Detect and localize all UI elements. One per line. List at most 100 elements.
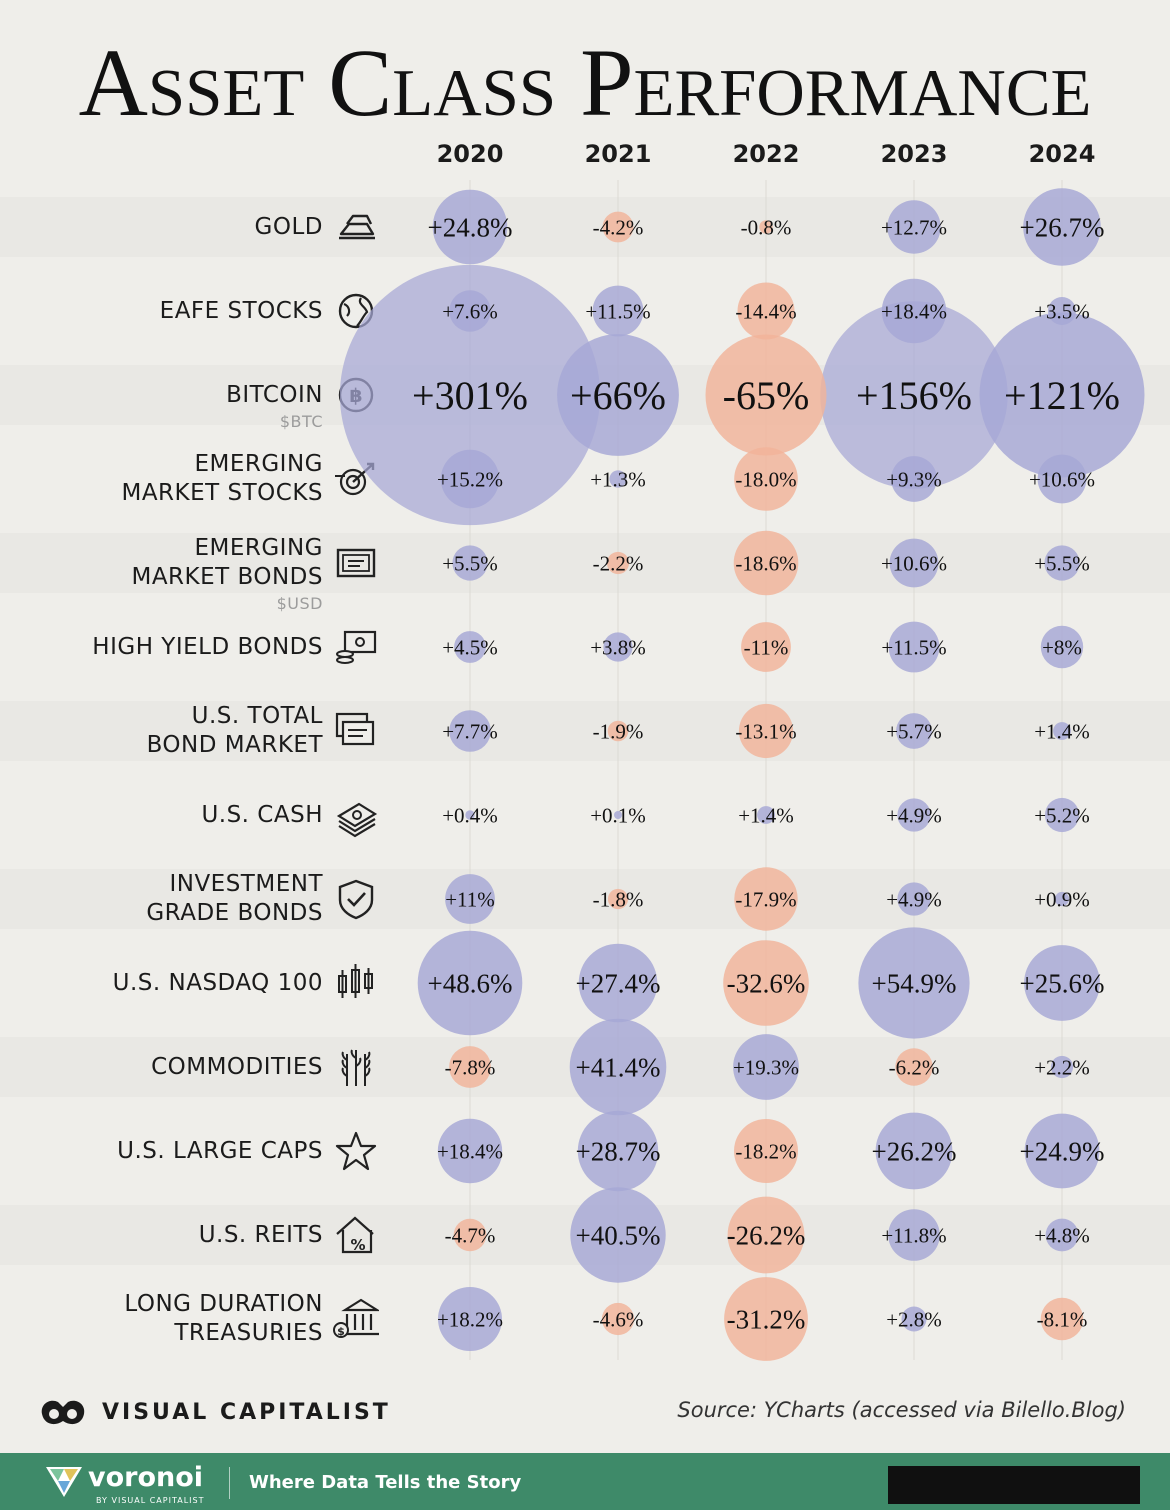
row-label-line: GOLD	[254, 213, 323, 240]
bubble-positive	[888, 621, 940, 673]
data-label: +5.7%	[886, 719, 942, 743]
bubble-positive	[432, 189, 508, 265]
year-header-2020: 2020	[436, 140, 504, 168]
year-header-2022: 2022	[732, 140, 800, 168]
data-label: +10.6%	[1029, 467, 1095, 491]
row-label: LONG DURATION TREASURIES	[40, 1290, 323, 1348]
data-label: +0.1%	[590, 803, 646, 827]
row-label-line: U.S. REITS	[198, 1221, 323, 1248]
row-label: HIGH YIELD BONDS	[40, 633, 323, 662]
data-label: +11%	[445, 887, 495, 911]
bubble-negative	[734, 447, 798, 511]
vc-logo-icon	[41, 1400, 85, 1425]
bubble-negative	[741, 622, 791, 672]
data-label: -11%	[744, 635, 789, 659]
bubble-negative	[734, 1119, 798, 1183]
data-label: +156%	[856, 373, 972, 418]
row-label: U.S. TOTAL BOND MARKET	[40, 702, 323, 760]
bubble-positive	[438, 1287, 502, 1351]
bubble-positive	[578, 943, 658, 1023]
data-label: +27.4%	[576, 968, 661, 998]
bubble-negative	[606, 551, 630, 575]
data-label: +54.9%	[872, 968, 957, 998]
bubble-positive	[891, 456, 937, 502]
data-label: +4.9%	[886, 887, 942, 911]
data-label: +11.8%	[881, 1223, 946, 1247]
candlestick-icon	[333, 960, 379, 1006]
row-label-line: U.S. LARGE CAPS	[117, 1137, 323, 1164]
data-label: +301%	[412, 373, 528, 418]
data-label: +4.8%	[1034, 1223, 1090, 1247]
data-label: +18.4%	[881, 299, 947, 323]
bubble-positive	[887, 200, 941, 254]
row-label-line: GRADE BONDS	[146, 900, 323, 926]
data-label: +26.7%	[1020, 212, 1105, 242]
data-label: +5.2%	[1034, 803, 1090, 827]
data-label: -1.9%	[593, 719, 644, 743]
data-label: +48.6%	[428, 968, 513, 998]
row-label: EMERGING MARKET STOCKS	[40, 450, 323, 508]
data-label: +26.2%	[872, 1136, 957, 1166]
row-label-line: LONG DURATION	[124, 1291, 323, 1317]
bubble-positive	[1045, 1218, 1079, 1252]
data-label: +1.3%	[590, 467, 646, 491]
bubble-negative	[737, 282, 795, 340]
bubble-positive	[1023, 188, 1101, 266]
bubble-positive	[437, 1118, 503, 1184]
data-label: +1.4%	[1034, 719, 1090, 743]
row-label-line: MARKET STOCKS	[121, 480, 323, 506]
bubble-positive	[1037, 454, 1087, 504]
row-label: U.S. CASH	[40, 801, 323, 830]
bubble-positive	[1053, 722, 1071, 740]
row-label-line: U.S. NASDAQ 100	[112, 969, 323, 996]
row-label-line: COMMODITIES	[151, 1053, 323, 1080]
data-label: +4.9%	[886, 803, 942, 827]
data-label: +5.5%	[442, 551, 498, 575]
bubble-positive	[557, 334, 679, 456]
data-label: -7.8%	[445, 1055, 496, 1079]
bond-stack-icon	[333, 708, 379, 754]
data-label: +2.8%	[886, 1307, 942, 1331]
bubble-positive	[440, 449, 500, 509]
voronoi-byline: BY VISUAL CAPITALIST	[96, 1496, 205, 1505]
source-note: Source: YCharts (accessed via Bilello.Bl…	[677, 1398, 1126, 1422]
row-label: U.S. NASDAQ 100	[40, 969, 323, 998]
bubble-positive	[1024, 1113, 1100, 1189]
bubble-negative	[738, 703, 794, 759]
visual-capitalist-logo: VISUAL CAPITALIST	[38, 1392, 391, 1432]
data-label: +8%	[1042, 635, 1082, 659]
svg-text:$: $	[337, 1325, 345, 1338]
bubble-negative	[607, 888, 629, 910]
bubble-negative	[602, 211, 634, 243]
svg-text:%: %	[350, 1236, 365, 1254]
data-label: +0.4%	[442, 803, 498, 827]
data-label: -18.6%	[735, 551, 796, 575]
row-label: U.S. LARGE CAPS	[40, 1137, 323, 1166]
bubble-positive	[1044, 797, 1080, 833]
bubble-positive	[979, 312, 1145, 478]
data-label: -17.9%	[735, 887, 796, 911]
data-label: -32.6%	[727, 968, 806, 998]
gold-bars-icon	[333, 204, 379, 250]
data-label: -0.8%	[741, 215, 792, 239]
data-label: -8.1%	[1037, 1307, 1088, 1331]
row-sublabel: $USD	[276, 594, 323, 613]
bubble-positive	[339, 264, 601, 526]
data-label: -4.7%	[445, 1223, 496, 1247]
data-label: +41.4%	[576, 1052, 661, 1082]
bubble-positive	[603, 632, 633, 662]
data-label: +121%	[1004, 373, 1120, 418]
data-label: +10.6%	[881, 551, 947, 575]
bubble-positive	[445, 874, 495, 924]
data-label: -4.6%	[593, 1307, 644, 1331]
bubble-negative	[733, 530, 799, 596]
row-label: COMMODITIES	[40, 1053, 323, 1082]
bubble-positive	[1054, 891, 1070, 907]
bubble-negative	[724, 1277, 808, 1361]
bubble-positive	[888, 1209, 940, 1261]
row-label-line: EMERGING	[194, 451, 323, 477]
row-label-line: U.S. CASH	[201, 801, 323, 828]
bubble-positive	[897, 882, 931, 916]
data-label: -2.2%	[593, 551, 644, 575]
bubble-negative	[727, 1196, 805, 1274]
